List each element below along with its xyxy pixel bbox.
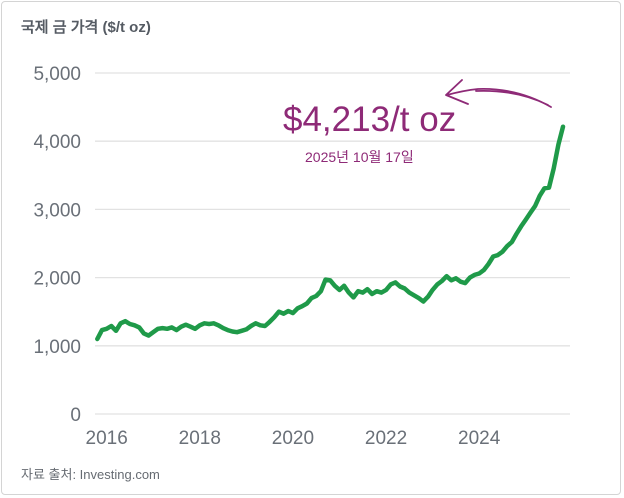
current-date-label: 2025년 10월 17일 bbox=[305, 149, 414, 165]
x-tick-label: 2024 bbox=[458, 428, 501, 449]
grid-lines bbox=[95, 72, 570, 415]
source-note: 자료 출처: Investing.com bbox=[21, 467, 160, 482]
price-line bbox=[95, 124, 566, 342]
chart-title: 국제 금 가격 ($/t oz) bbox=[21, 19, 151, 36]
y-tick-label: 0 bbox=[70, 405, 81, 426]
y-tick-label: 2,000 bbox=[33, 269, 81, 290]
y-tick-label: 3,000 bbox=[33, 200, 81, 221]
y-tick-label: 4,000 bbox=[33, 132, 81, 153]
y-tick-label: 1,000 bbox=[33, 337, 81, 358]
y-tick-label: 5,000 bbox=[33, 64, 81, 85]
x-tick-label: 2020 bbox=[272, 428, 314, 449]
x-axis: 2016 2018 2020 2022 2024 bbox=[86, 428, 501, 449]
current-price-label: $4,213/t oz bbox=[283, 100, 456, 139]
x-tick-label: 2018 bbox=[179, 428, 221, 449]
x-tick-label: 2022 bbox=[365, 428, 407, 449]
y-axis: 0 1,000 2,000 3,000 4,000 5,000 bbox=[33, 64, 81, 426]
annotation-arrow bbox=[445, 79, 552, 108]
x-tick-label: 2016 bbox=[86, 428, 128, 449]
